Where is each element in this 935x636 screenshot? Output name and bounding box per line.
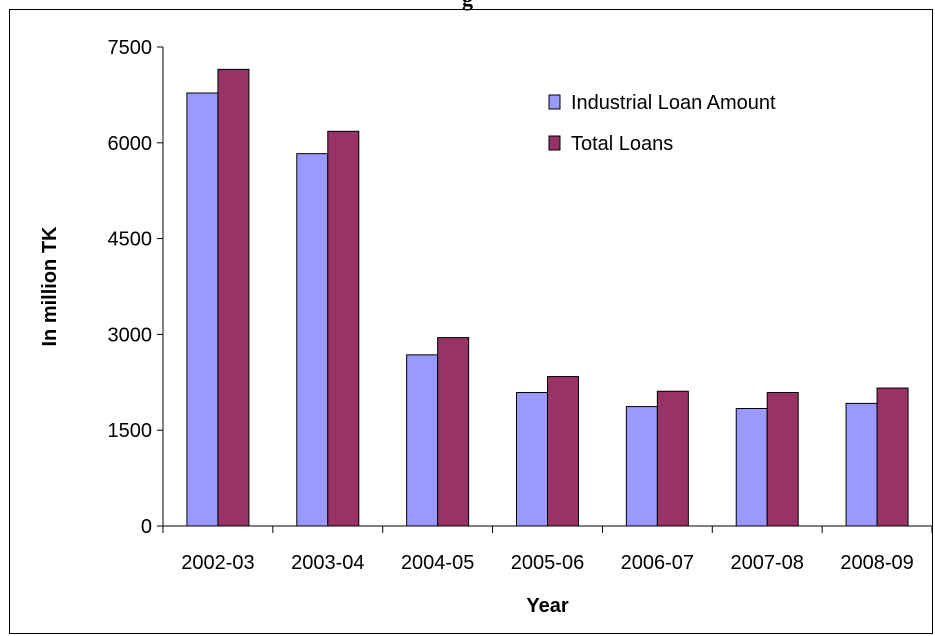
legend-label: Total Loans	[571, 133, 673, 155]
bar-total-loans	[876, 387, 909, 527]
bar-industrial-loan	[845, 402, 878, 527]
y-tick-label: 4500	[108, 229, 153, 251]
bars	[186, 68, 909, 527]
x-tick-label: 2005-06	[511, 552, 584, 574]
bar-total-loans	[437, 337, 470, 527]
bar-total-loans	[217, 68, 250, 527]
bar-industrial-loan	[186, 92, 219, 527]
bar-total-loans	[656, 390, 689, 527]
bar-industrial-loan	[625, 406, 658, 527]
x-tick-label: 2007-08	[731, 552, 804, 574]
axis-labels: 0 1500 3000 4500 6000 7500 2002-03 2003-04 2004-…	[39, 37, 914, 617]
bar-industrial-loan	[406, 354, 439, 527]
bar-total-loans	[547, 376, 579, 527]
bar-industrial-loan	[296, 153, 329, 527]
x-tick-label: 2002-03	[181, 552, 254, 574]
bar-total-loans	[766, 392, 799, 527]
y-axis-title: In million TK	[39, 226, 61, 347]
x-tick-label: 2003-04	[291, 552, 364, 574]
x-tick-label: 2004-05	[401, 552, 474, 574]
y-tick-label: 1500	[108, 420, 153, 442]
bar-industrial-loan	[516, 392, 548, 527]
y-tick-label: 0	[141, 516, 152, 538]
chart-title: g	[0, 0, 935, 12]
legend-swatch	[548, 135, 561, 151]
legend: Industrial Loan Amount Total Loans	[548, 92, 776, 155]
x-tick-label: 2008-09	[840, 552, 913, 574]
x-axis-title: Year	[526, 595, 568, 617]
legend-swatch	[548, 94, 561, 110]
x-tick-label: 2006-07	[621, 552, 694, 574]
y-tick-label: 7500	[108, 37, 153, 59]
bar-total-loans	[327, 130, 360, 527]
bar-industrial-loan	[735, 407, 768, 527]
legend-label: Industrial Loan Amount	[571, 92, 776, 114]
y-tick-label: 3000	[108, 324, 153, 346]
y-tick-label: 6000	[108, 133, 153, 155]
